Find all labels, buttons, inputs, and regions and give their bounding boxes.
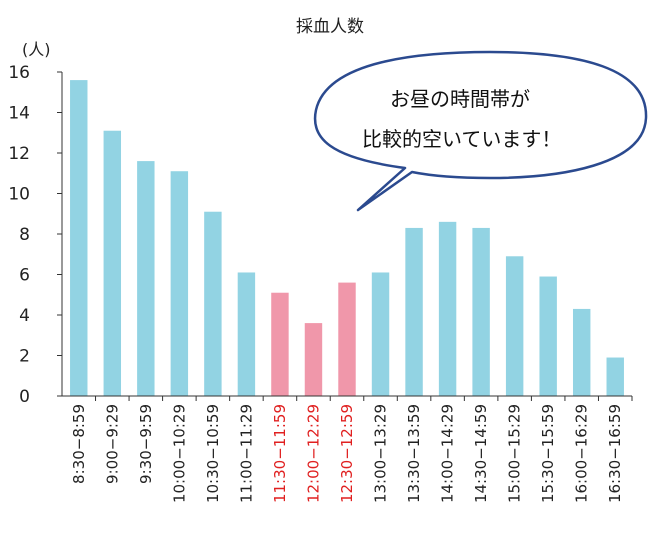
bar-0 [70, 80, 88, 396]
x-category-label: 12:30−12:59 [338, 404, 356, 503]
x-category-label: 14:00−14:29 [439, 404, 457, 503]
x-category-label: 15:30−15:59 [539, 404, 557, 503]
y-axis-ticks: 0 2 4 6 8 10 12 14 16 [8, 63, 62, 407]
y-tick-label: 14 [8, 104, 30, 124]
bar-6 [271, 292, 289, 396]
x-category-label: 13:30−13:59 [405, 404, 423, 503]
x-category-label: 16:00−16:29 [573, 404, 591, 503]
y-axis-unit-label: (人) [22, 40, 51, 59]
x-category-label: 10:30−10:59 [204, 404, 222, 503]
bars [70, 80, 624, 396]
y-tick-label: 10 [8, 185, 30, 205]
bar-4 [204, 211, 222, 396]
x-category-label: 14:30−14:59 [472, 404, 490, 503]
y-tick-label: 16 [8, 63, 30, 83]
y-tick-label: 0 [19, 387, 30, 407]
x-category-label: 9:30−9:59 [137, 404, 155, 484]
bar-11 [438, 221, 457, 396]
y-tick-label: 12 [8, 144, 30, 164]
bar-1 [103, 130, 122, 396]
x-category-label: 9:00−9:29 [103, 404, 121, 484]
bar-7 [304, 323, 323, 396]
x-category-label: 11:00−11:29 [237, 404, 255, 503]
x-axis-labels: 8:30−8:59 9:00−9:29 9:30−9:59 10:00−10:29 10… [70, 396, 633, 503]
bar-3 [170, 171, 189, 396]
y-tick-label: 4 [19, 306, 30, 326]
bar-13 [505, 256, 524, 396]
bubble-line-1: お昼の時間帯が [390, 87, 530, 111]
bubble-line-2: 比較的空いています！ [362, 127, 561, 151]
x-category-label: 8:30−8:59 [70, 404, 88, 484]
bar-16 [606, 357, 624, 396]
x-category-label: 13:00−13:29 [372, 404, 390, 503]
bar-15 [572, 308, 591, 396]
x-category-label: 12:00−12:29 [304, 404, 322, 503]
y-tick-label: 8 [19, 225, 30, 245]
chart-title: 採血人数 [296, 17, 364, 37]
y-tick-label: 6 [19, 266, 30, 286]
bar-10 [405, 227, 423, 396]
bar-9 [371, 272, 390, 396]
speech-bubble-annotation: お昼の時間帯が 比較的空いています！ [313, 50, 648, 212]
x-category-label: 11:30−11:59 [271, 404, 289, 503]
bar-14 [539, 276, 557, 396]
x-category-label: 15:00−15:29 [506, 404, 524, 503]
bar-5 [237, 272, 256, 396]
x-category-label: 10:00−10:29 [170, 404, 188, 503]
speech-bubble-shape [313, 50, 648, 212]
y-tick-label: 2 [19, 347, 30, 367]
bar-12 [472, 227, 490, 396]
bar-8 [338, 282, 356, 396]
x-category-label: 16:30−16:59 [606, 404, 624, 503]
bar-2 [137, 161, 155, 396]
